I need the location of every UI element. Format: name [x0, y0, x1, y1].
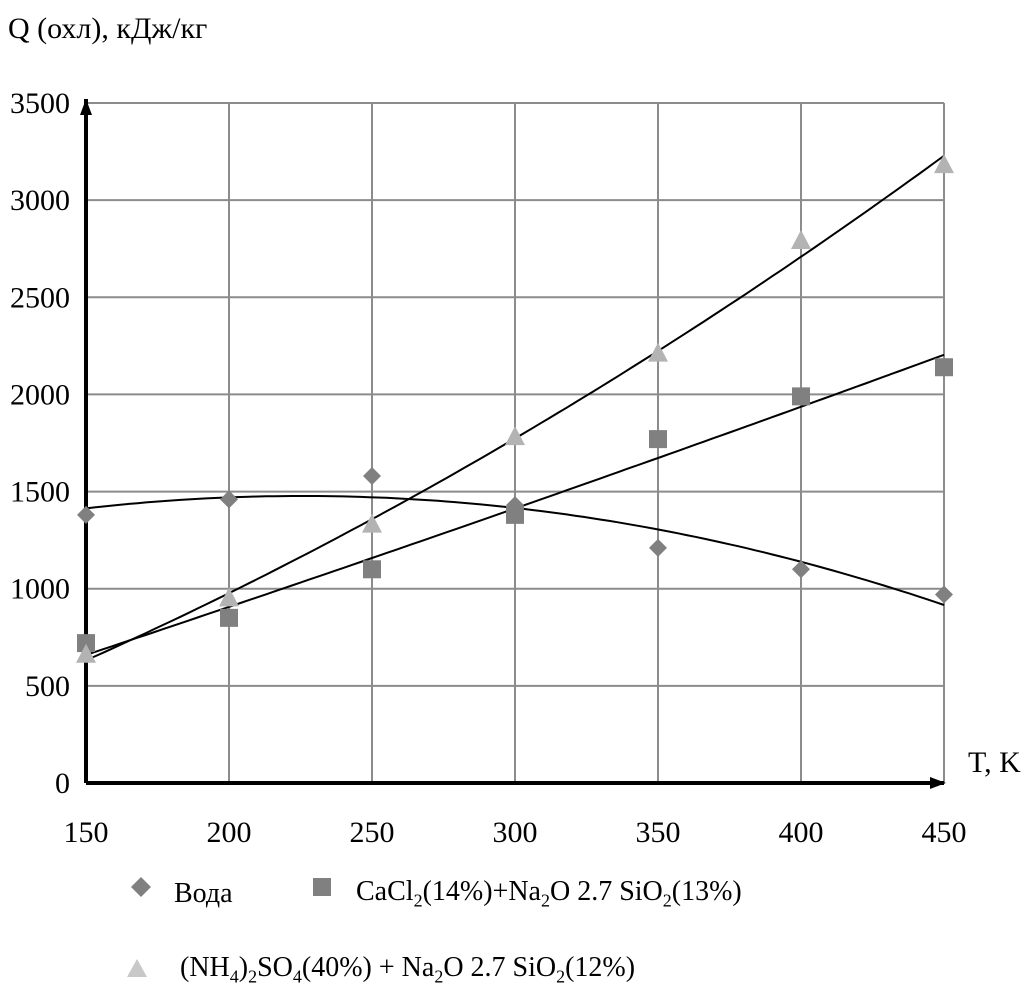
legend-triangle-icon [127, 959, 147, 977]
data-point-square [792, 387, 810, 406]
data-points [76, 154, 954, 663]
data-point-triangle [648, 342, 668, 362]
x-axis-arrow-icon [930, 777, 946, 789]
data-point-square [77, 634, 95, 653]
x-tick-label: 450 [922, 816, 967, 849]
y-tick-label: 2500 [10, 281, 70, 314]
x-tick-label: 400 [779, 816, 824, 849]
legend-label-water: Вода [174, 878, 233, 909]
data-point-square [506, 505, 524, 524]
y-tick-label: 2000 [10, 378, 70, 411]
y-axis-label: Q (охл), кДж/кг [8, 12, 207, 45]
y-tick-label: 3000 [10, 184, 70, 217]
data-point-triangle [934, 154, 954, 174]
data-point-square [935, 358, 953, 377]
data-point-diamond [792, 560, 810, 579]
axes [80, 99, 946, 789]
data-point-diamond [363, 467, 381, 486]
legend-diamond-icon [131, 877, 151, 897]
data-point-diamond [220, 490, 238, 509]
y-axis-arrow-icon [80, 99, 92, 115]
x-tick-label: 350 [636, 816, 681, 849]
y-tick-label: 1000 [10, 573, 70, 606]
data-point-diamond [506, 496, 524, 515]
y-tick-label: 1500 [10, 476, 70, 509]
data-point-square [363, 560, 381, 579]
data-point-triangle [505, 426, 525, 446]
data-point-square [220, 608, 238, 627]
data-point-diamond [935, 585, 953, 604]
data-point-diamond [649, 538, 667, 557]
x-tick-label: 150 [64, 816, 109, 849]
data-point-diamond [77, 505, 95, 524]
x-tick-label: 200 [207, 816, 252, 849]
data-point-triangle [791, 229, 811, 249]
data-point-triangle [76, 643, 96, 663]
legend-label-nh4: (NH4)2SO4(40%) + Na2O 2.7 SiO2(12%) [180, 952, 636, 987]
y-tick-label: 500 [25, 670, 70, 703]
data-point-triangle [219, 587, 239, 607]
x-tick-label: 300 [493, 816, 538, 849]
legend-label-cacl2: CaCl2(14%)+Na2O 2.7 SiO2(13%) [356, 876, 742, 911]
legend-square-icon [313, 878, 331, 896]
y-tick-label: 0 [55, 767, 70, 800]
data-point-square [649, 430, 667, 449]
x-axis-label: T, K [968, 746, 1021, 779]
tick-labels: 150 200 250 300 350 400 450 0 500 1000 1500 2000 250… [10, 87, 967, 849]
y-tick-label: 3500 [10, 87, 70, 120]
x-tick-label: 250 [350, 816, 395, 849]
data-point-triangle [362, 513, 382, 533]
